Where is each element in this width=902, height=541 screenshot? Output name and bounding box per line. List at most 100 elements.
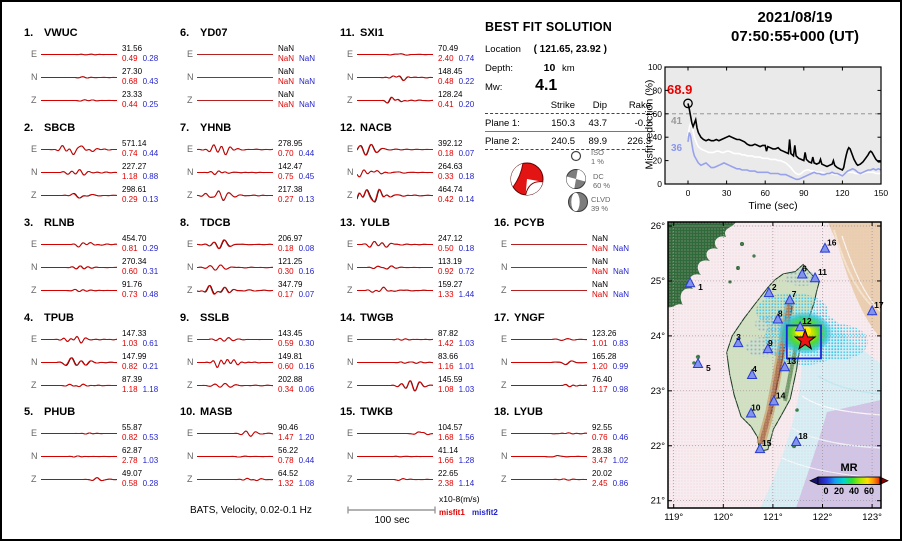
- amplitude-value: 56.22: [278, 446, 299, 455]
- amplitude-value: 147.33: [122, 329, 147, 338]
- trace-values: 147.99 0.82 0.21: [122, 352, 158, 372]
- trace-row-SBCB-Z: Z 298.61 0.29 0.13: [24, 184, 176, 207]
- component-label: E: [31, 144, 38, 154]
- waveform-plot: [197, 99, 273, 102]
- station-id-label: 18: [798, 431, 808, 441]
- component-label: N: [31, 262, 38, 272]
- trace-values: NaN NaN NaN: [592, 234, 629, 254]
- trace-row-MASB-Z: Z 64.52 1.32 1.08: [180, 468, 332, 491]
- misfit2-value: 0.30: [298, 339, 315, 348]
- component-label: Z: [187, 285, 193, 295]
- amplitude-value: 83.66: [438, 352, 459, 361]
- waveform-plot: [511, 289, 587, 292]
- misfit-black: [687, 103, 881, 172]
- trace-values: 83.66 1.16 1.01: [438, 352, 474, 372]
- waveform-plot: [357, 53, 434, 56]
- station-title: 13. YULB: [340, 217, 390, 229]
- trace-values: 64.52 1.32 1.08: [278, 469, 314, 489]
- trace-values: 121.25 0.30 0.16: [278, 257, 314, 277]
- waveform-plot: [41, 455, 118, 458]
- trace-values: 92.55 0.76 0.46: [592, 423, 628, 443]
- amplitude-value: NaN: [592, 257, 609, 266]
- waveform-plot: [41, 53, 118, 56]
- misfit2-value: 1.01: [458, 362, 475, 371]
- amplitude-value: 22.65: [438, 469, 459, 478]
- amplitude-value: 41.14: [438, 446, 459, 455]
- amplitude-value: 148.45: [438, 67, 463, 76]
- misfit2-value: 0.43: [142, 77, 159, 86]
- table-header-row: Strike Dip Rake: [485, 96, 655, 114]
- mw-value: 4.1: [535, 77, 558, 94]
- clvd-label: CLVD 39 %: [591, 195, 611, 213]
- misfit1-value: 1.68: [438, 433, 454, 442]
- trace-row-TWGB-Z: Z 145.59 1.08 1.03: [340, 374, 492, 397]
- trace-values: 90.46 1.47 1.20: [278, 423, 314, 443]
- trace-values: 113.19 0.92 0.72: [438, 257, 474, 277]
- amplitude-value: 270.34: [122, 257, 147, 266]
- misfit2-value: 0.44: [142, 149, 159, 158]
- trace-row-TDCB-E: E 206.97 0.18 0.08: [180, 233, 332, 256]
- trace-values: 22.65 2.38 1.14: [438, 469, 474, 489]
- component-label: Z: [187, 190, 193, 200]
- station-triangle-3: [732, 336, 744, 348]
- waveform-plot: [357, 338, 434, 341]
- trace-values: 41.14 1.66 1.28: [438, 446, 474, 466]
- trace-values: 165.28 1.20 0.99: [592, 352, 628, 372]
- time-scalebar: [347, 506, 436, 514]
- waveform-plot: [197, 76, 273, 79]
- trace-row-SSLB-N: N 149.81 0.60 0.16: [180, 351, 332, 374]
- station-block-YULB: 13. YULB E 247.12 0.50 0.18 N 113.19 0.92 0.72 Z 15…: [340, 217, 492, 309]
- plane1-row: Plane 1: 150.3 43.7 -0.2: [485, 114, 655, 132]
- depth-label: Depth:: [485, 63, 513, 74]
- waveform-plot: [511, 478, 588, 481]
- amplitude-value: 91.76: [122, 280, 143, 289]
- component-label: N: [187, 357, 194, 367]
- trace-row-YULB-E: E 247.12 0.50 0.18: [340, 233, 492, 256]
- col-dip: Dip: [592, 100, 607, 111]
- amplitude-value: 347.79: [278, 280, 303, 289]
- lat-tick-label: 25°: [651, 276, 666, 287]
- station-block-PCYB: 16. PCYB E NaN NaN NaN N NaN NaN NaN Z NaN NaN NaN: [494, 217, 646, 309]
- waveform-plot: [41, 99, 118, 102]
- misfit1-value: 0.60: [278, 362, 294, 371]
- colorbar-title: MR: [840, 462, 857, 474]
- trace-values: 298.61 0.29 0.13: [122, 185, 158, 205]
- amplitude-value: 247.12: [438, 234, 463, 243]
- waveform-plot: [357, 75, 434, 82]
- iso-label: ISO 1 %: [591, 148, 604, 166]
- component-label: N: [187, 451, 194, 461]
- trace-values: 143.45 0.59 0.30: [278, 329, 314, 349]
- mw-label: Mw:: [485, 82, 503, 93]
- amplitude-value: 227.27: [122, 162, 147, 171]
- waveform-plot: [41, 145, 118, 156]
- component-label: N: [187, 262, 194, 272]
- amplitude-value: 76.40: [592, 375, 613, 384]
- component-label: Z: [187, 474, 193, 484]
- misfit1-value: NaN: [592, 267, 609, 276]
- misfit2-value: 1.02: [612, 456, 629, 465]
- chart-xlabel: Time (sec): [748, 200, 797, 212]
- component-label: E: [501, 239, 508, 249]
- trace-values: 227.27 1.18 0.88: [122, 162, 158, 182]
- event-datetime: 2021/08/19 07:50:55+000 (UT): [692, 8, 898, 46]
- amplitude-value: 149.81: [278, 352, 303, 361]
- misfit2-value: 0.07: [458, 149, 475, 158]
- waveform-plot: [357, 96, 434, 104]
- amplitude-value: 87.39: [122, 375, 143, 384]
- misfit1-value: 0.82: [122, 362, 138, 371]
- station-title: 15. TWKB: [340, 406, 393, 418]
- svg-text:60: 60: [760, 188, 770, 198]
- trace-row-YD07-N: N NaN NaN NaN: [180, 66, 332, 89]
- component-label: E: [347, 239, 354, 249]
- svg-text:150: 150: [874, 188, 888, 198]
- series-start-label: 68.9: [667, 82, 692, 97]
- misfit1-value: 0.73: [122, 290, 138, 299]
- lat-tick-label: 24°: [651, 331, 666, 342]
- trace-values: 91.76 0.73 0.48: [122, 280, 158, 300]
- misfit2-value: 0.72: [458, 267, 475, 276]
- waveform-plot: [511, 455, 588, 458]
- amplitude-value: 28.38: [592, 446, 613, 455]
- trace-row-SSLB-E: E 143.45 0.59 0.30: [180, 328, 332, 351]
- trace-values: 264.63 0.33 0.18: [438, 162, 474, 182]
- misfit1-value: 0.17: [278, 290, 294, 299]
